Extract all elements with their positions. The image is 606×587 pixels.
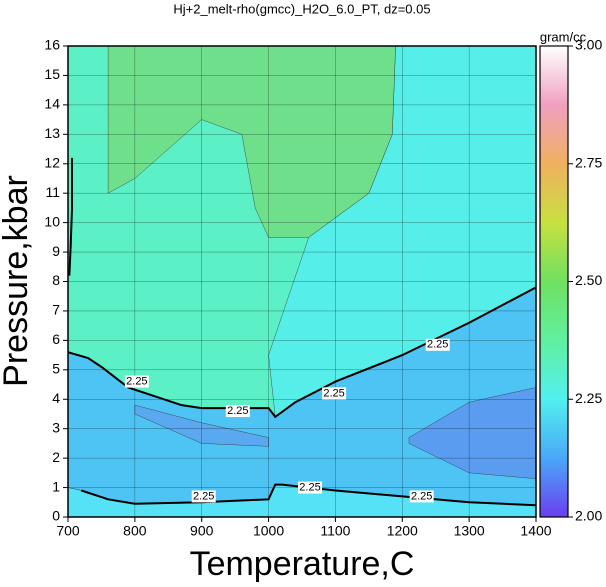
x-tick-label: 800 — [123, 523, 147, 539]
contour-line — [68, 286, 536, 419]
y-tick-label: 0 — [52, 508, 60, 524]
y-tick-label: 15 — [44, 66, 60, 82]
contour-line — [68, 157, 74, 276]
x-tick-label: 1000 — [253, 523, 284, 539]
x-tick-label: 1100 — [320, 523, 350, 539]
y-tick-label: 14 — [44, 96, 60, 112]
y-tick-label: 10 — [44, 213, 60, 229]
colorbar-tick-label: 2.00 — [575, 508, 602, 524]
contour-label-bg — [124, 375, 149, 388]
contour-label: 2.25 — [427, 339, 448, 351]
colorbar-tick-label: 2.25 — [575, 390, 602, 406]
contour-label: 2.25 — [323, 387, 344, 399]
contour-label: 2.25 — [193, 490, 214, 502]
colorbar-tick-label: 3.00 — [575, 37, 602, 53]
y-tick-label: 9 — [52, 243, 60, 259]
contour-label-bg — [191, 490, 216, 503]
plot-area: 2.25 2.25 2.25 2.25 2.25 2.25 2.25 — [68, 46, 536, 517]
x-tick-label: 900 — [190, 523, 214, 539]
y-tick-label: 16 — [44, 37, 60, 53]
contour-label-bg — [225, 405, 250, 418]
y-tick-label: 3 — [52, 419, 60, 435]
y-axis-title: Pressure,kbar — [0, 175, 35, 387]
x-tick-label: 1300 — [454, 523, 485, 539]
y-tick-label: 11 — [45, 184, 60, 200]
chart-title: Hj+2_melt-rho(gmcc)_H2O_6.0_PT, dz=0.05 — [173, 1, 430, 16]
y-tick-label: 7 — [52, 302, 60, 318]
contour-label-bg — [298, 481, 323, 494]
y-tick-label: 13 — [44, 125, 60, 141]
contour-label: 2.25 — [411, 490, 432, 502]
contour-label-bg — [322, 387, 347, 400]
y-tick-label: 4 — [52, 390, 60, 406]
contour-label: 2.25 — [126, 375, 147, 387]
y-tick-label: 2 — [52, 449, 60, 465]
y-tick-label: 5 — [52, 361, 60, 377]
x-tick-label: 1200 — [387, 523, 418, 539]
contour-label-bg — [409, 490, 434, 503]
x-axis-title: Temperature,C — [190, 545, 415, 583]
colorbar-title: gram/cc — [540, 29, 587, 44]
y-tick-label: 12 — [44, 154, 60, 170]
contour-label: 2.25 — [299, 481, 320, 493]
y-tick-label: 6 — [52, 331, 60, 347]
contour-label-bg — [425, 338, 450, 351]
y-tick-label: 8 — [52, 272, 60, 288]
y-tick-label: 1 — [52, 478, 60, 494]
x-tick-label: 1400 — [520, 523, 551, 539]
colorbar — [539, 45, 569, 518]
contour-label: 2.25 — [227, 405, 248, 417]
colorbar-tick-label: 2.50 — [575, 272, 602, 288]
x-tick-label: 700 — [56, 523, 80, 539]
colorbar-tick-label: 2.75 — [575, 154, 602, 170]
